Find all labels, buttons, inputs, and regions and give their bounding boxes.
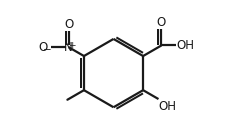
Text: O: O bbox=[64, 18, 73, 31]
Text: OH: OH bbox=[159, 100, 177, 113]
Text: N: N bbox=[64, 41, 73, 54]
Text: +: + bbox=[68, 41, 76, 50]
Text: O: O bbox=[38, 41, 48, 54]
Text: O: O bbox=[157, 16, 166, 29]
Text: OH: OH bbox=[177, 39, 195, 52]
Text: −: − bbox=[43, 45, 52, 55]
